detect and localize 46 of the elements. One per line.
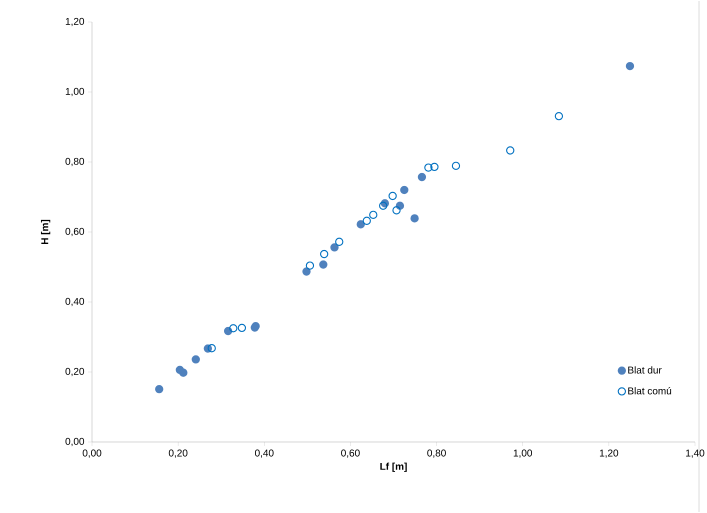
- point: [320, 250, 328, 258]
- x-tick-label: 1,20: [600, 450, 618, 458]
- x-tick-label: 0,60: [341, 450, 360, 458]
- point: [302, 267, 311, 276]
- point: [379, 202, 388, 210]
- point: [430, 162, 439, 172]
- x-axis-title: Lf [m]: [380, 462, 407, 472]
- point: [418, 172, 426, 182]
- point: [229, 324, 238, 332]
- point: [238, 324, 246, 332]
- point: [306, 261, 314, 270]
- point: [424, 163, 433, 172]
- point: [192, 355, 200, 364]
- x-tick-label: 0,20: [168, 450, 188, 458]
- y-tick-label: 0,20: [65, 368, 84, 376]
- point: [400, 186, 408, 194]
- point: [179, 368, 188, 377]
- point: [388, 192, 397, 200]
- point: [155, 384, 164, 394]
- point: [554, 112, 564, 120]
- point: [410, 214, 419, 222]
- y-tick-label: 1,20: [66, 18, 84, 26]
- y-axis-title: H [m]: [40, 220, 50, 244]
- y-tick-label: 0,40: [65, 298, 84, 306]
- point: [330, 243, 339, 252]
- point: [506, 146, 514, 155]
- point: [319, 260, 328, 269]
- point: [356, 220, 365, 228]
- y-tick-label: 0,80: [65, 158, 84, 166]
- y-tick-label: 1,00: [66, 88, 84, 96]
- x-tick-label: 0,00: [82, 450, 102, 458]
- legend-label: Blat comú: [628, 386, 672, 394]
- point: [369, 210, 378, 219]
- x-tick-label: 0,80: [427, 450, 446, 458]
- point: [452, 162, 460, 170]
- x-tick-label: 1,40: [686, 450, 704, 458]
- x-tick-label: 0,40: [254, 450, 274, 458]
- point: [392, 206, 401, 214]
- legend-label: Blat dur: [628, 366, 662, 374]
- y-tick-label: 0,00: [65, 438, 84, 446]
- point: [362, 216, 371, 225]
- point: [626, 62, 634, 70]
- point: [208, 344, 216, 352]
- x-tick-label: 1,00: [514, 450, 532, 458]
- point: [335, 238, 344, 246]
- y-tick-label: 0,60: [65, 228, 84, 236]
